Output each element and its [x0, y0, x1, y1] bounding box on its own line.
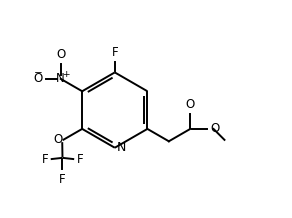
Text: F: F: [112, 46, 118, 60]
Text: O: O: [210, 123, 220, 135]
Text: +: +: [62, 70, 69, 79]
Text: F: F: [59, 173, 66, 186]
Text: −: −: [34, 68, 43, 78]
Text: O: O: [53, 133, 62, 146]
Text: N: N: [56, 72, 65, 85]
Text: O: O: [33, 72, 42, 85]
Text: F: F: [41, 153, 48, 165]
Text: O: O: [56, 48, 65, 61]
Text: O: O: [186, 98, 195, 111]
Text: F: F: [77, 153, 84, 165]
Text: N: N: [117, 141, 126, 154]
